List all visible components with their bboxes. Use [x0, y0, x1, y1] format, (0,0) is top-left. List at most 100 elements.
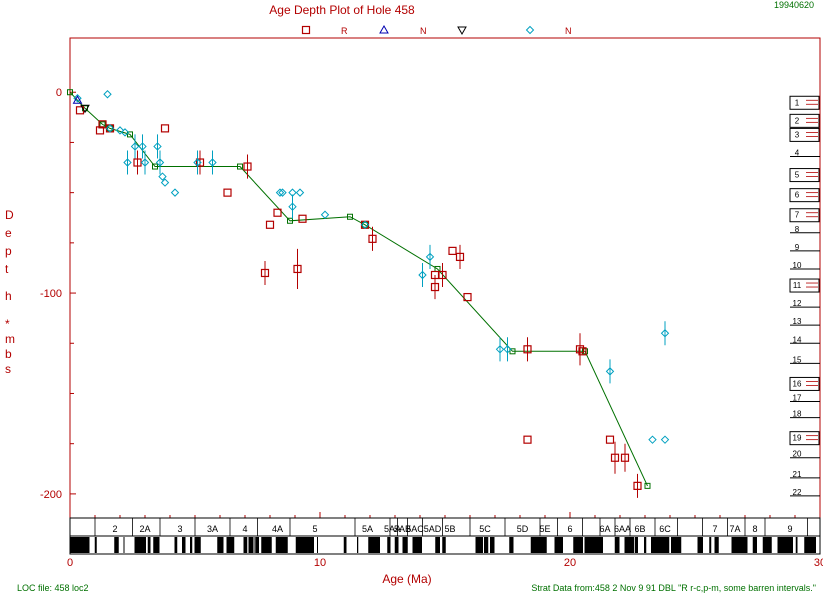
chron-label: 5AC — [406, 524, 424, 534]
polarity-block — [490, 537, 495, 553]
legend-code: R — [341, 26, 348, 36]
zone-label: 10 — [793, 261, 802, 270]
zone-label: 1 — [795, 98, 800, 107]
chron-label: 6AA — [614, 524, 631, 534]
diamond-point — [278, 188, 287, 197]
chron-label: 5C — [479, 524, 491, 534]
line-vertex — [152, 163, 158, 170]
polarity-block — [530, 537, 547, 553]
polarity-block — [368, 537, 380, 553]
square-point — [575, 345, 585, 354]
x-axis-label: Age (Ma) — [382, 572, 431, 586]
line-vertex — [644, 482, 651, 489]
zone-label: 6 — [795, 191, 800, 200]
polarity-block — [435, 537, 440, 553]
polarity-block — [573, 537, 583, 553]
chron-label: 5E — [539, 524, 550, 534]
zone-label: 8 — [795, 225, 800, 234]
chron-label: 5A — [362, 524, 373, 534]
polarity-block — [254, 537, 256, 553]
polarity-block — [795, 537, 798, 553]
diamond-point — [123, 158, 132, 167]
polarity-block — [134, 537, 146, 553]
x-tick-label: 30 — [814, 557, 823, 569]
diamond-point — [288, 202, 297, 211]
diamond-point — [503, 345, 512, 354]
polarity-block — [387, 537, 391, 553]
strat-data-label: Strat Data from:458 2 Nov 9 91 DBL "R r-… — [531, 583, 816, 593]
square-point — [448, 246, 457, 255]
polarity-block — [584, 537, 603, 553]
square-point — [223, 188, 232, 197]
polarity-block — [762, 537, 772, 553]
diamond-point — [158, 172, 167, 181]
polarity-block — [70, 537, 90, 553]
diamond-point — [130, 142, 140, 151]
square-point — [298, 214, 307, 223]
chron-label: 5AD — [424, 524, 442, 534]
y-label-char: b — [5, 347, 12, 361]
square-point — [293, 264, 302, 274]
y-axis-label: Depth *mbs — [5, 208, 15, 376]
polarity-block — [174, 537, 178, 553]
square-point — [368, 234, 377, 243]
polarity-block — [671, 537, 682, 553]
zone-label: 19 — [793, 434, 802, 443]
zone-box — [789, 278, 820, 293]
zone-label: 5 — [795, 171, 800, 180]
legend-symbol — [301, 25, 311, 35]
line-vertex — [582, 348, 588, 355]
polarity-block — [634, 537, 638, 553]
polarity-block — [644, 537, 647, 553]
line-vertex — [107, 125, 113, 132]
diamond-point — [418, 270, 427, 280]
diamond-point — [360, 220, 370, 229]
polarity-block — [357, 537, 359, 553]
polarity-block — [624, 537, 634, 553]
chron-label: 5D — [517, 524, 529, 534]
y-label-char: t — [5, 262, 9, 276]
zone-label: 21 — [793, 470, 802, 479]
zone-label: 15 — [793, 355, 802, 364]
square-point — [430, 282, 440, 292]
line-vertex — [237, 163, 243, 170]
diamond-point — [425, 252, 435, 262]
square-point — [633, 481, 642, 490]
square-point — [438, 270, 447, 280]
polarity-block — [394, 537, 399, 553]
polarity-block — [226, 537, 235, 553]
chron-label: 8 — [752, 524, 757, 534]
chron-label: 4A — [272, 524, 283, 534]
chron-label: 6B — [634, 524, 645, 534]
diamond-point — [275, 188, 285, 197]
diamond-point — [193, 158, 202, 167]
legend-symbol — [379, 24, 389, 34]
y-label-char: s — [5, 362, 11, 376]
square-point — [610, 453, 620, 462]
square-point — [95, 126, 105, 135]
polarity-block — [147, 537, 151, 553]
polarity-block — [402, 537, 408, 553]
polarity-block — [752, 537, 757, 553]
square-point — [273, 208, 282, 217]
chron-label: 6C — [659, 524, 671, 534]
zone-label: 14 — [793, 335, 802, 344]
polarity-block — [217, 537, 224, 553]
x-tick-label: 10 — [314, 557, 326, 569]
polarity-block — [412, 537, 422, 553]
polarity-block — [114, 537, 119, 553]
diamond-point — [105, 124, 115, 133]
diamond-point — [320, 210, 330, 219]
diamond-point — [605, 367, 615, 376]
age-depth-line — [67, 89, 651, 489]
polarity-block — [777, 537, 793, 553]
y-label-char: e — [5, 226, 12, 240]
legend-symbol — [525, 25, 535, 35]
line-vertex — [362, 221, 368, 228]
square-point — [243, 162, 252, 171]
diamond-point — [170, 188, 180, 197]
polarity-block — [182, 537, 186, 553]
polarity-block — [475, 537, 483, 553]
